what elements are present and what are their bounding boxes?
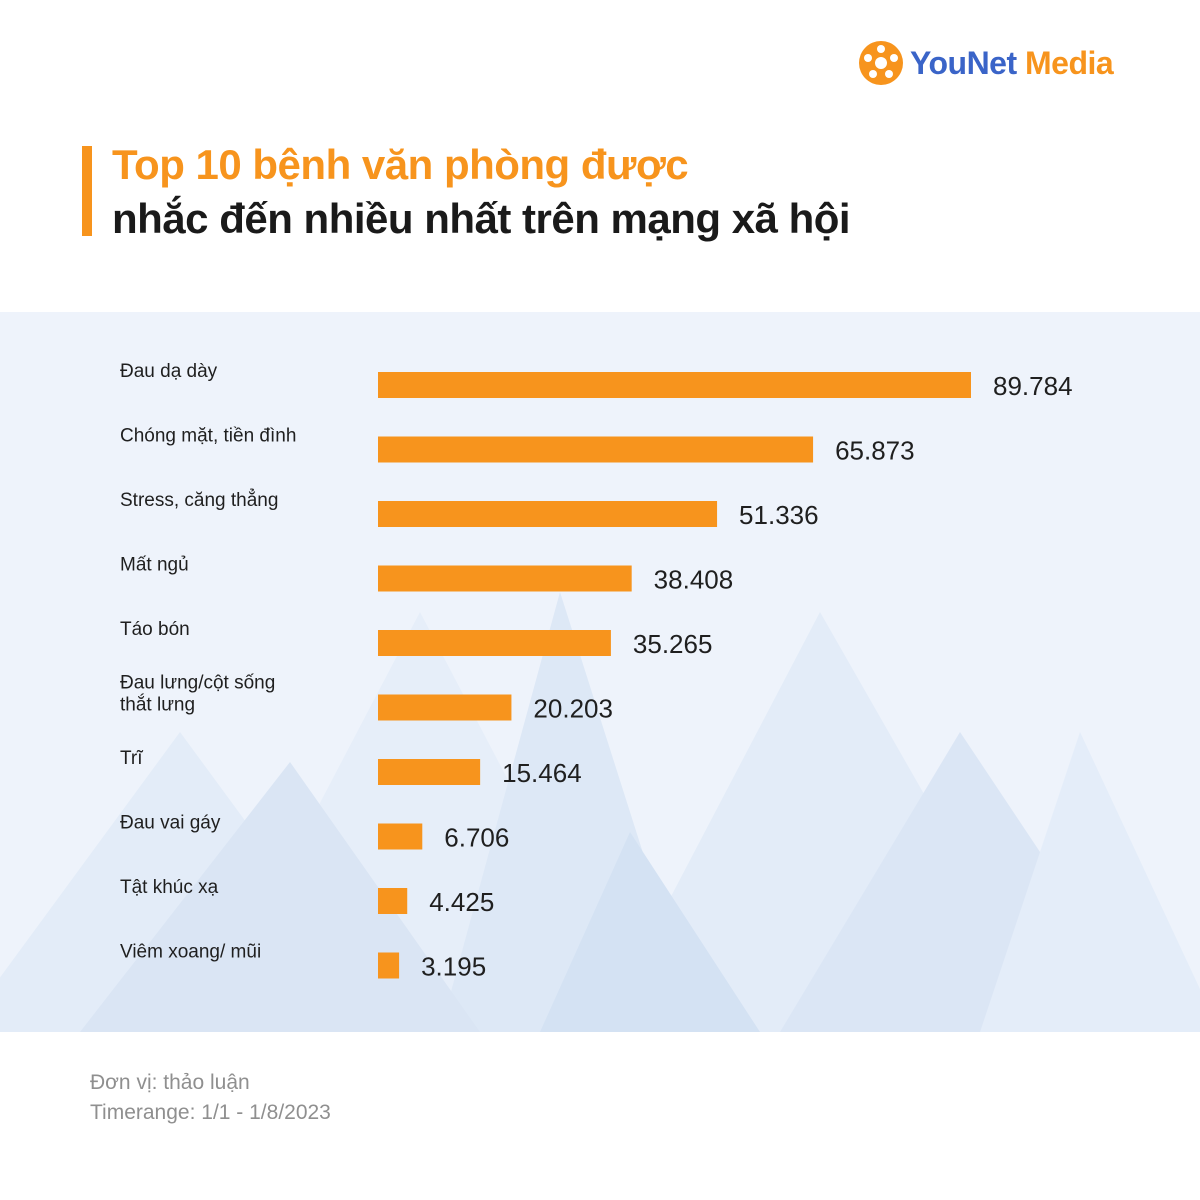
brand-name: YouNet Media bbox=[910, 44, 1114, 82]
bar bbox=[378, 759, 481, 785]
bar bbox=[378, 823, 423, 850]
value-label: 15.464 bbox=[502, 758, 582, 788]
bar bbox=[378, 694, 512, 721]
value-label: 20.203 bbox=[533, 694, 613, 724]
bar bbox=[378, 501, 718, 527]
chart-panel: Đau dạ dày 89.784 Chóng mặt, tiền đình 65.8… bbox=[0, 312, 1200, 1032]
value-label: 38.408 bbox=[654, 565, 734, 595]
value-label: 51.336 bbox=[739, 500, 819, 530]
category-label: Đau dạ dày bbox=[120, 361, 218, 382]
page-title: Top 10 bệnh văn phòng được nhắc đến nhiề… bbox=[112, 138, 1112, 246]
category-label: Đau lưng/cột sống bbox=[120, 673, 275, 694]
category-label: Chóng mặt, tiền đình bbox=[120, 426, 296, 447]
category-label: Táo bón bbox=[120, 619, 190, 640]
unit-note: Đơn vị: thảo luận bbox=[90, 1071, 250, 1094]
value-label: 3.195 bbox=[421, 952, 486, 982]
bar bbox=[378, 630, 611, 656]
brand-name-part1: YouNet bbox=[910, 44, 1017, 81]
value-label: 35.265 bbox=[633, 629, 713, 659]
value-label: 6.706 bbox=[444, 823, 509, 853]
category-label: Mất ngủ bbox=[120, 555, 189, 576]
value-label: 4.425 bbox=[429, 887, 494, 917]
category-label: Tật khúc xạ bbox=[120, 877, 219, 898]
chart-footer: Đơn vị: thảo luận Timerange: 1/1 - 1/8/2… bbox=[90, 1068, 331, 1128]
bar bbox=[378, 952, 400, 979]
bar-chart: Đau dạ dày 89.784 Chóng mặt, tiền đình 65.8… bbox=[120, 361, 1073, 982]
title-line-2: nhắc đến nhiều nhất trên mạng xã hội bbox=[112, 195, 851, 242]
value-label: 65.873 bbox=[835, 436, 915, 466]
brand-name-part2: Media bbox=[1025, 44, 1114, 81]
category-label: Đau vai gáy bbox=[120, 813, 221, 834]
timerange-note: Timerange: 1/1 - 1/8/2023 bbox=[90, 1101, 331, 1124]
bar bbox=[378, 888, 408, 914]
bar bbox=[378, 372, 971, 398]
bar bbox=[378, 565, 632, 592]
category-label: Stress, căng thẳng bbox=[120, 489, 278, 511]
category-label: thắt lưng bbox=[120, 694, 195, 716]
value-label: 89.784 bbox=[993, 371, 1073, 401]
category-label: Viêm xoang/ mũi bbox=[120, 942, 261, 963]
younet-logo-icon bbox=[859, 41, 903, 85]
bar bbox=[378, 436, 814, 463]
category-label: Trĩ bbox=[120, 748, 143, 769]
title-accent-bar bbox=[82, 146, 92, 236]
title-line-1: Top 10 bệnh văn phòng được bbox=[112, 141, 689, 188]
brand-logo: YouNet Media bbox=[858, 38, 1114, 88]
